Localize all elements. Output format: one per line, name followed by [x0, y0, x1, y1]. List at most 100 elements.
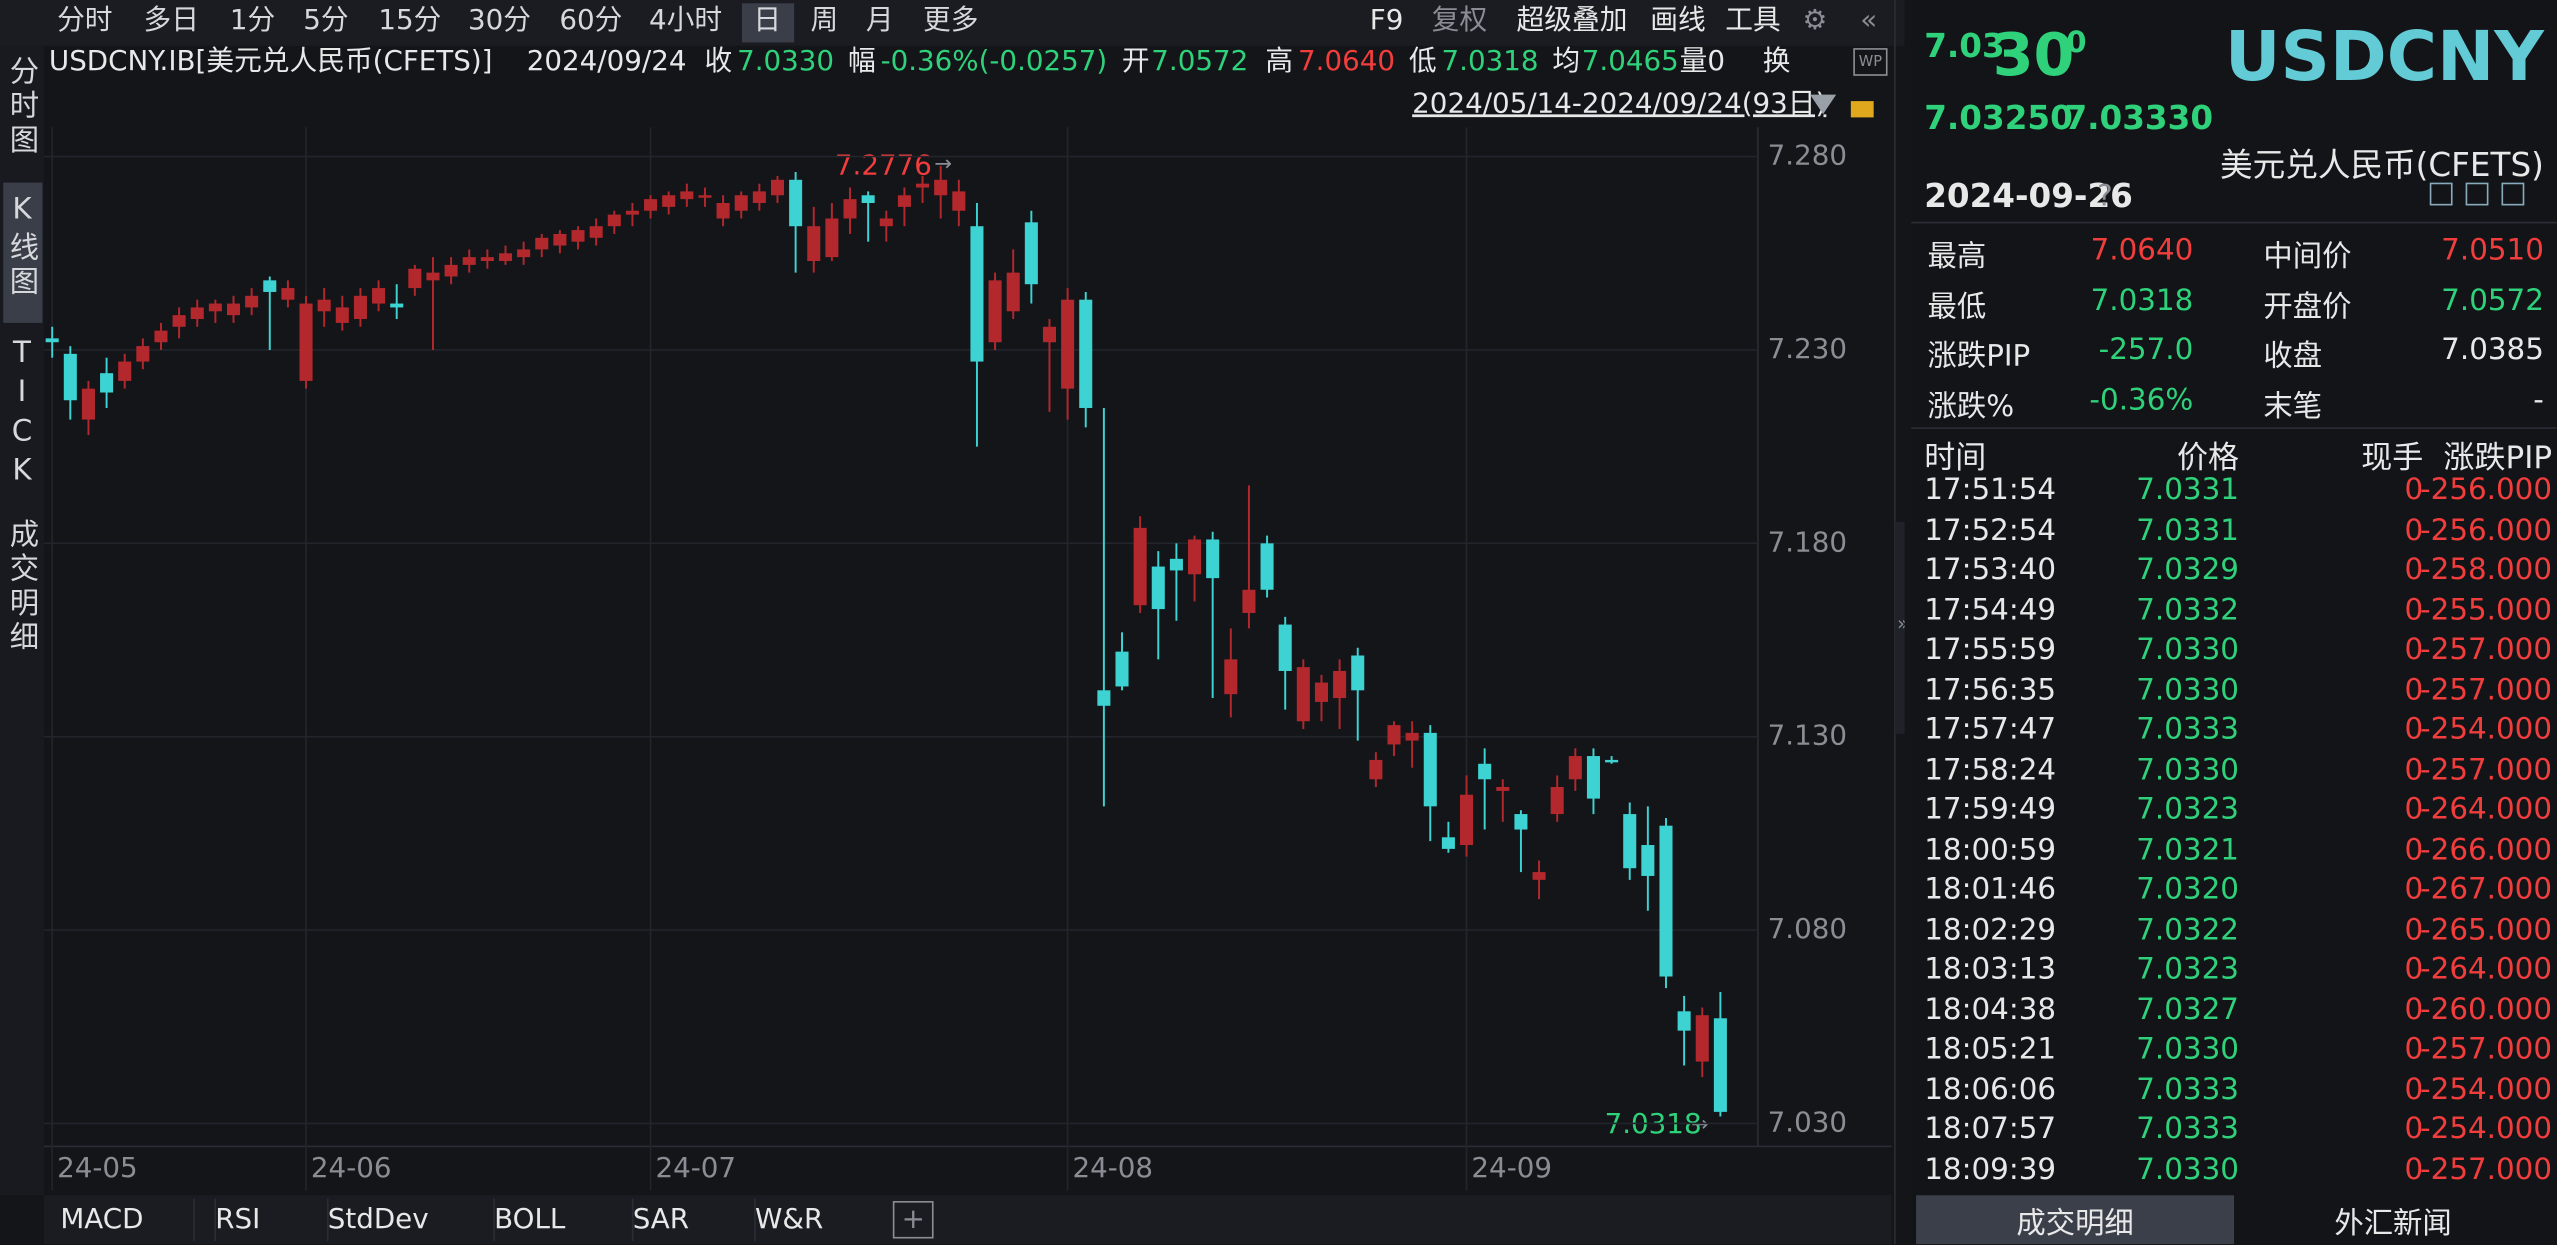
- candle-body: [462, 257, 476, 265]
- candle-body: [825, 218, 839, 258]
- help[interactable]: ?: [2097, 179, 2113, 214]
- trade-cell: 7.0321: [2136, 832, 2239, 867]
- candle-body: [1260, 543, 1274, 590]
- trade-cell: 0: [2404, 1112, 2424, 1147]
- tool-button[interactable]: 画线: [1650, 3, 1705, 36]
- add-indicator-icon[interactable]: +: [902, 1202, 925, 1235]
- x-tick-label: 24-07: [655, 1151, 736, 1184]
- lock-icon[interactable]: [1850, 101, 1874, 118]
- side-tab[interactable]: 成交明细: [4, 518, 40, 656]
- wp-icon[interactable]: [1853, 48, 1888, 76]
- tool-button[interactable]: 复权: [1432, 3, 1487, 36]
- indicator-tab[interactable]: W&R: [755, 1202, 823, 1235]
- candle-body: [1387, 725, 1401, 745]
- trade-cell: 18:01:46: [1924, 872, 2057, 907]
- collapse-handle[interactable]: [1894, 521, 1905, 734]
- side-tab[interactable]: 分时图: [4, 55, 40, 159]
- indicator-tab[interactable]: SAR: [633, 1202, 689, 1235]
- candle-body: [589, 226, 603, 238]
- trade-cell: 7.0330: [2136, 752, 2239, 787]
- date-range[interactable]: 2024/05/14-2024/09/24(93日): [1412, 86, 1826, 119]
- indicator-tab[interactable]: StdDev: [328, 1202, 429, 1235]
- period-button[interactable]: 30分: [468, 3, 531, 36]
- candle-body: [752, 191, 766, 203]
- high-annotation: 7.2776: [835, 148, 932, 181]
- tool-button[interactable]: 工具: [1725, 3, 1780, 36]
- tab[interactable]: 外汇新闻: [2334, 1206, 2452, 1241]
- indicator-tab[interactable]: BOLL: [494, 1202, 566, 1235]
- indicator-bar: [44, 1195, 1892, 1245]
- y-tick-label: 7.130: [1768, 719, 1847, 752]
- tool-button[interactable]: 超级叠加: [1517, 3, 1628, 36]
- alert-icon[interactable]: [2465, 182, 2489, 206]
- candle-body: [952, 191, 966, 211]
- candle-body: [335, 307, 349, 323]
- period-button[interactable]: 日: [753, 3, 781, 36]
- candle-body: [226, 303, 241, 316]
- period-button[interactable]: 60分: [559, 3, 622, 36]
- toolbar-bg: [0, 0, 1905, 46]
- active-side-tab: [3, 182, 43, 323]
- indicator-tab[interactable]: MACD: [60, 1202, 143, 1235]
- candle-body: [299, 303, 313, 381]
- add-indicator[interactable]: [892, 1201, 934, 1239]
- indicator-tab[interactable]: RSI: [215, 1202, 260, 1235]
- trade-cell: 0: [2404, 952, 2424, 987]
- candle-body: [934, 179, 948, 196]
- collapse-icon[interactable]: «: [1860, 3, 1877, 36]
- quote-panel: 7.03 30 0 USDCNY 7.03250 7.03330 美元兑人民币(…: [1911, 0, 2557, 1245]
- period-button[interactable]: 分时: [57, 3, 112, 36]
- candle-body: [100, 373, 114, 393]
- period-button[interactable]: 更多: [923, 3, 978, 36]
- quote-field: 7.0640: [1298, 44, 1395, 77]
- trade-cell: -267.000: [2420, 872, 2553, 907]
- trade-cell: -266.000: [2420, 832, 2553, 867]
- collapse-icon[interactable]: »: [1897, 612, 1905, 635]
- candle-body: [970, 226, 984, 362]
- trade-cell: 0: [2404, 752, 2424, 787]
- column-header: 涨跌PIP: [2443, 440, 2553, 477]
- trade-cell: 17:57:47: [1924, 712, 2057, 747]
- candle-body: [1006, 272, 1020, 312]
- y-tick-label: 7.280: [1768, 139, 1847, 172]
- trade-cell: -264.000: [2420, 952, 2553, 987]
- candle-body: [843, 199, 857, 219]
- tab[interactable]: 成交明细: [2016, 1206, 2134, 1241]
- trade-cell: 17:52:54: [1924, 512, 2057, 548]
- trade-cell: 7.0323: [2136, 792, 2239, 827]
- edit-icon[interactable]: [2429, 182, 2453, 206]
- candle-body: [1296, 667, 1310, 722]
- tool-button[interactable]: F9: [1370, 3, 1404, 36]
- period-button[interactable]: 15分: [378, 3, 441, 36]
- quote-field: -0.36%(-0.0257): [881, 44, 1108, 77]
- candle-body: [1333, 670, 1347, 699]
- trade-cell: 7.0330: [2136, 1032, 2239, 1067]
- period-button[interactable]: 多日: [144, 3, 199, 36]
- settings-icon[interactable]: ⚙: [1803, 3, 1828, 36]
- trade-cell: 0: [2404, 552, 2424, 588]
- trade-cell: 0: [2404, 512, 2424, 548]
- trade-cell: 0: [2404, 792, 2424, 827]
- side-tab[interactable]: K线图: [4, 192, 40, 301]
- trade-cell: 17:59:49: [1924, 792, 2057, 827]
- period-button[interactable]: 4小时: [649, 3, 722, 36]
- add-icon[interactable]: [2501, 182, 2525, 206]
- trade-cell: 17:53:40: [1924, 552, 2057, 588]
- trade-cell: 18:02:29: [1924, 912, 2057, 947]
- side-tab[interactable]: TICK: [4, 335, 40, 493]
- trade-cell: 17:54:49: [1924, 592, 2057, 628]
- range-dropdown[interactable]: [1810, 94, 1837, 115]
- period-button[interactable]: 周: [810, 3, 838, 36]
- trade-cell: 18:04:38: [1924, 992, 2057, 1027]
- trade-cell: 18:07:57: [1924, 1112, 2057, 1147]
- trade-cell: 7.0320: [2136, 872, 2239, 907]
- period-button[interactable]: 1分: [230, 3, 275, 36]
- candle-body: [1623, 814, 1637, 869]
- period-button[interactable]: 5分: [303, 3, 348, 36]
- stat-label: 最低: [1927, 289, 1987, 324]
- candle-body: [45, 338, 59, 343]
- period-button[interactable]: 月: [866, 3, 894, 36]
- candle-body: [281, 288, 295, 300]
- trade-cell: -258.000: [2420, 552, 2553, 588]
- wp-icon-text[interactable]: WP: [1859, 53, 1882, 70]
